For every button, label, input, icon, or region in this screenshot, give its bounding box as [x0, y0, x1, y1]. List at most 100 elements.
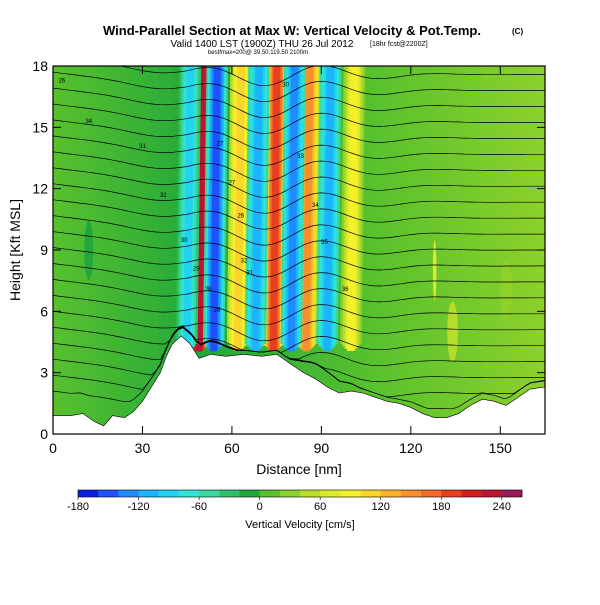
x-axis-ticks: 0 30 60 90 120 150 [49, 66, 512, 456]
colorbar-bin [239, 490, 260, 497]
info-line: bestfmax=200@ 39.50,119.50 2100m [208, 50, 308, 56]
colorbar-tick-label: 180 [432, 501, 450, 513]
velocity-blob [500, 260, 513, 321]
isentrope-line [53, 199, 545, 230]
terrain [53, 335, 545, 434]
colorbar-bin [360, 490, 382, 497]
isentrope-label: 31 [246, 271, 253, 277]
isentrope-line [53, 279, 545, 310]
isentrope-label: 36 [342, 287, 349, 293]
isentrope-line [53, 167, 545, 198]
colorbar-tick-label: -180 [67, 501, 89, 513]
chart-subtitle: Valid 1400 LST (1900Z) THU 26 Jul 2012 [171, 39, 354, 50]
isentrope-label: 26 [59, 78, 66, 84]
isentrope-line [53, 231, 545, 262]
velocity-blob [432, 240, 437, 301]
y-tick-label: 12 [32, 181, 48, 197]
isentrope-line [53, 247, 545, 278]
y-tick-label: 18 [32, 58, 48, 74]
colorbar-bin [501, 490, 523, 497]
colorbar-frame [77, 489, 523, 498]
isentrope-line [53, 151, 545, 182]
isentrope-line [53, 327, 545, 410]
x-tick-label: 60 [224, 440, 240, 456]
velocity-bands [84, 66, 513, 362]
isentrope-label: 26 [238, 213, 245, 219]
x-tick-label: 120 [399, 440, 423, 456]
isentrope-label: 32 [160, 193, 167, 199]
y-tick-label: 9 [40, 242, 48, 258]
velocity-band [210, 66, 221, 352]
x-tick-label: 90 [314, 440, 330, 456]
isentrope-label: 32 [240, 258, 247, 264]
colorbar-bin [380, 490, 402, 497]
colorbar-bin [138, 490, 160, 497]
isentrope-label: 30 [181, 238, 188, 244]
y-tick-label: 6 [40, 303, 48, 319]
colorbar-tick-label: 60 [314, 501, 326, 513]
isentrope-line [53, 135, 545, 166]
colorbar-bin [340, 490, 361, 497]
colorbar-bin [118, 490, 139, 497]
colorbar-bin [158, 490, 180, 497]
colorbar-tick-label: -60 [191, 501, 207, 513]
colorbar-bin [320, 490, 341, 497]
x-tick-label: 0 [49, 440, 57, 456]
isentrope-line [53, 325, 545, 353]
colorbar-bin [300, 490, 321, 497]
colorbar-bin [481, 490, 503, 497]
isentrope-line [53, 295, 545, 326]
colorbar-tick-label: 0 [257, 501, 263, 513]
plot-area: 26 34 31 32 30 29 28 28 27 27 26 32 31 30 33 34 35 36 [53, 66, 545, 434]
velocity-band [269, 66, 281, 352]
isentrope-label: 29 [193, 266, 200, 272]
isentrope-label: 34 [85, 119, 92, 125]
velocity-band [323, 66, 335, 352]
colorbar-label: Vertical Velocity [cm/s] [245, 519, 354, 531]
isentrope-label: 33 [297, 154, 304, 160]
velocity-blob [84, 220, 94, 280]
colorbar-tick-label: -120 [128, 501, 150, 513]
isentrope-label: 28 [205, 287, 212, 293]
x-tick-label: 30 [135, 440, 151, 456]
x-tick-label: 150 [489, 440, 513, 456]
isentrope-line [53, 327, 545, 398]
isentrope-line [53, 215, 545, 246]
isentrope-line [118, 66, 545, 86]
isentrope-line [53, 326, 545, 382]
y-axis-label: Height [Kft MSL] [7, 199, 23, 301]
x-axis-label: Distance [nm] [256, 461, 342, 477]
colorbar-bin [98, 490, 119, 497]
colorbar-bin [421, 490, 442, 497]
velocity-band [183, 66, 195, 352]
isentrope-label: 30 [282, 82, 289, 88]
isentrope-line [53, 326, 545, 367]
velocity-band [302, 66, 314, 352]
velocity-band [233, 66, 245, 352]
colorbar-bin [441, 490, 462, 497]
isentrope-line [53, 119, 545, 150]
isentrope-line [53, 183, 545, 214]
isentrope-line [53, 310, 545, 342]
colorbar-bin [219, 490, 240, 497]
colorbar-tick-label: 240 [493, 501, 511, 513]
velocity-band [251, 66, 263, 352]
chart-title: Wind-Parallel Section at Max W: Vertical… [103, 23, 481, 38]
colorbar-tick-label: 120 [372, 501, 390, 513]
isentrope-label: 27 [217, 142, 224, 148]
colorbar-bin [279, 490, 301, 497]
colorbar-bin [78, 490, 99, 497]
isentrope-label: 34 [312, 203, 319, 209]
y-tick-label: 3 [40, 365, 48, 381]
colorbar-bin [461, 490, 482, 497]
isentrope-label: 35 [321, 240, 328, 246]
colorbar-bin [178, 490, 200, 497]
isentrope-line [53, 87, 545, 118]
isentrope-label: 31 [139, 144, 146, 150]
colorbar-bin [259, 490, 281, 497]
isentrope-label: 27 [229, 181, 236, 187]
isentrope-line [53, 103, 545, 134]
